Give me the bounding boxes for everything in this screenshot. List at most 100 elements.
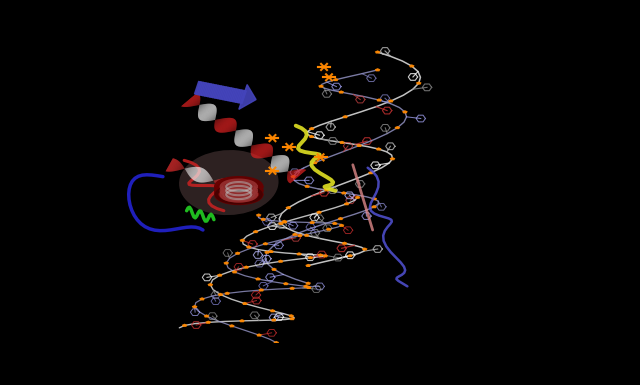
Polygon shape [241, 186, 243, 189]
Polygon shape [199, 105, 215, 119]
Polygon shape [344, 202, 349, 205]
Polygon shape [252, 144, 267, 156]
Polygon shape [227, 179, 235, 191]
Polygon shape [198, 104, 214, 118]
Polygon shape [208, 177, 211, 182]
Polygon shape [185, 168, 186, 170]
Polygon shape [195, 102, 200, 106]
Polygon shape [237, 133, 253, 146]
Polygon shape [235, 131, 251, 144]
Polygon shape [222, 178, 229, 190]
Polygon shape [245, 188, 246, 190]
Polygon shape [191, 167, 198, 178]
Polygon shape [356, 144, 362, 147]
Polygon shape [206, 112, 216, 121]
Polygon shape [239, 90, 244, 103]
Polygon shape [228, 125, 237, 132]
Polygon shape [219, 119, 235, 132]
Polygon shape [317, 253, 323, 256]
Polygon shape [237, 183, 241, 190]
Polygon shape [289, 169, 305, 183]
Polygon shape [237, 90, 243, 103]
Polygon shape [241, 136, 253, 147]
Polygon shape [239, 135, 253, 147]
Polygon shape [235, 130, 241, 135]
Polygon shape [203, 83, 209, 96]
Polygon shape [226, 178, 233, 191]
Polygon shape [246, 141, 252, 146]
Polygon shape [208, 114, 216, 121]
Polygon shape [285, 169, 288, 172]
Polygon shape [272, 156, 275, 159]
Polygon shape [198, 169, 205, 182]
Polygon shape [246, 187, 248, 191]
Polygon shape [228, 179, 236, 191]
Polygon shape [189, 167, 195, 176]
Polygon shape [211, 178, 212, 181]
Polygon shape [242, 137, 253, 147]
Polygon shape [271, 155, 285, 167]
Polygon shape [212, 117, 216, 121]
Polygon shape [217, 119, 234, 132]
Polygon shape [251, 144, 260, 152]
Polygon shape [221, 178, 228, 189]
Polygon shape [216, 118, 232, 131]
Polygon shape [175, 162, 180, 171]
Polygon shape [235, 129, 244, 137]
Polygon shape [179, 164, 182, 170]
Polygon shape [173, 161, 179, 171]
Polygon shape [216, 179, 218, 184]
Polygon shape [216, 118, 233, 132]
Polygon shape [191, 99, 200, 107]
Polygon shape [251, 144, 260, 152]
Polygon shape [186, 168, 188, 171]
Polygon shape [235, 251, 241, 255]
Polygon shape [225, 178, 233, 191]
Polygon shape [191, 167, 198, 179]
Polygon shape [288, 171, 289, 172]
Polygon shape [234, 182, 239, 191]
Polygon shape [230, 180, 237, 191]
Polygon shape [221, 178, 228, 189]
Polygon shape [287, 170, 296, 177]
Polygon shape [183, 94, 199, 107]
Polygon shape [250, 187, 255, 197]
Polygon shape [225, 122, 237, 132]
Polygon shape [183, 167, 184, 169]
Polygon shape [312, 161, 317, 164]
Polygon shape [220, 120, 236, 133]
Polygon shape [207, 113, 216, 121]
Polygon shape [250, 187, 256, 197]
Polygon shape [169, 159, 176, 172]
Polygon shape [279, 164, 289, 172]
Polygon shape [226, 124, 237, 132]
Polygon shape [169, 159, 176, 172]
Polygon shape [270, 155, 273, 157]
Polygon shape [239, 185, 243, 190]
Polygon shape [273, 158, 289, 171]
Polygon shape [224, 178, 231, 191]
Polygon shape [254, 144, 271, 158]
Polygon shape [252, 144, 266, 156]
Polygon shape [232, 181, 238, 191]
Polygon shape [281, 166, 289, 172]
Polygon shape [187, 167, 189, 172]
Polygon shape [250, 187, 256, 197]
Polygon shape [200, 171, 207, 182]
Polygon shape [388, 99, 394, 102]
Polygon shape [188, 167, 193, 175]
Polygon shape [248, 187, 253, 195]
Polygon shape [375, 50, 380, 54]
Polygon shape [189, 167, 195, 176]
Polygon shape [224, 178, 232, 191]
Polygon shape [212, 85, 218, 98]
Polygon shape [233, 181, 239, 191]
Polygon shape [193, 167, 200, 180]
Polygon shape [280, 164, 289, 172]
Polygon shape [239, 134, 253, 147]
Polygon shape [239, 184, 242, 190]
Polygon shape [296, 252, 302, 255]
Polygon shape [199, 104, 202, 107]
Polygon shape [181, 93, 198, 106]
Polygon shape [248, 187, 253, 195]
